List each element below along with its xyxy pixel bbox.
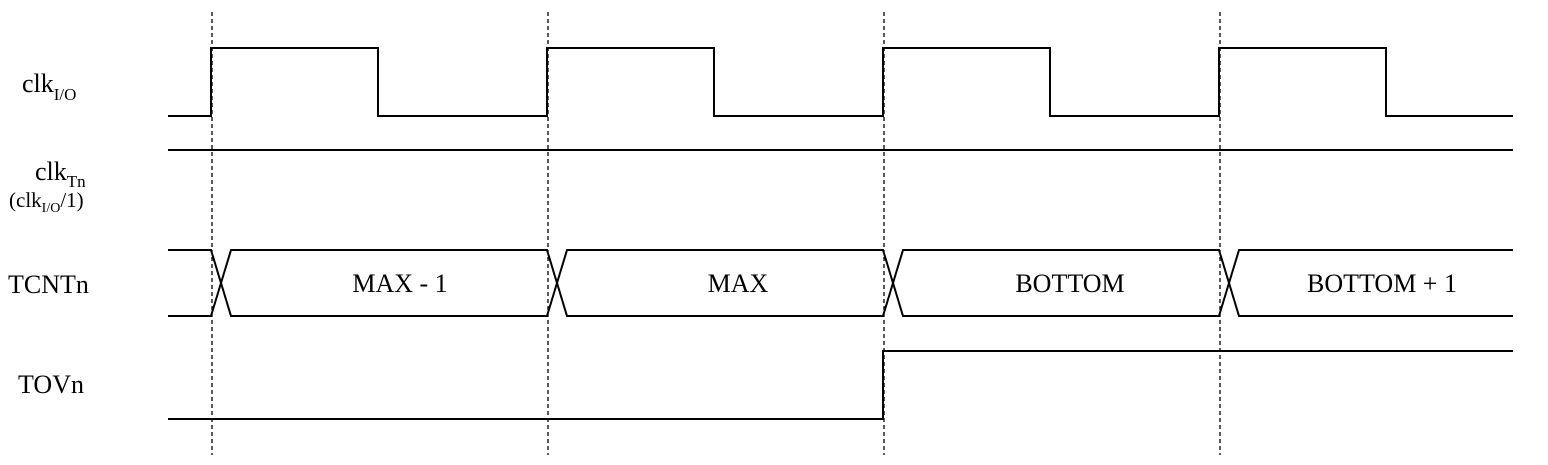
tcntn-label: TCNTn: [8, 270, 89, 299]
tovn-label: TOVn: [18, 370, 84, 399]
clktn-sublabel-open: (clk: [9, 188, 42, 212]
clktn-label: clkTn: [35, 157, 86, 191]
tcntn-value: BOTTOM: [1015, 269, 1124, 298]
clktn-sublabel: (clkI/O/1): [9, 188, 84, 216]
tcntn-bus-bottom: [168, 249, 1513, 317]
tcntn-value: MAX - 1: [352, 269, 447, 298]
clkio-label-main: clk: [22, 69, 54, 98]
tcntn-value: BOTTOM + 1: [1307, 269, 1457, 298]
clkio-label-sub: I/O: [54, 85, 77, 104]
clktn-label-sub: Tn: [67, 172, 86, 191]
tcntn-value: MAX: [708, 269, 769, 298]
clkio-waveform: [168, 47, 1513, 117]
clktn-sublabel-sub: I/O: [42, 201, 61, 216]
clktn-sublabel-close: /1): [60, 188, 83, 212]
clkio-label: clkI/O: [22, 69, 76, 104]
clktn-label-main: clk: [35, 157, 67, 186]
tovn-waveform: [168, 350, 1513, 420]
